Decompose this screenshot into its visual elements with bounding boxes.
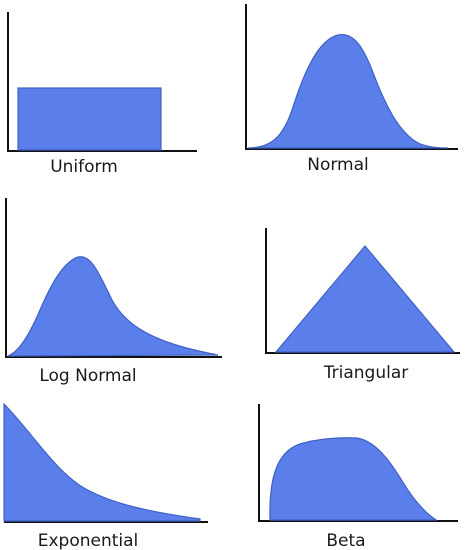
exponential-density-shape xyxy=(3,402,201,522)
panel-normal: Normal xyxy=(245,4,458,175)
lognormal-density-shape xyxy=(7,256,219,357)
uniform-density-shape xyxy=(17,87,162,151)
uniform-label: Uniform xyxy=(50,157,118,177)
panel-triangular: Triangular xyxy=(265,228,460,383)
beta-label: Beta xyxy=(326,531,365,550)
lognormal-label: Log Normal xyxy=(39,366,136,386)
panel-exponential: Exponential xyxy=(3,402,208,550)
panel-beta: Beta xyxy=(258,404,458,550)
beta-density-shape xyxy=(269,437,438,521)
triangular-density-shape xyxy=(274,245,456,353)
exponential-label: Exponential xyxy=(38,531,139,550)
triangular-label: Triangular xyxy=(323,363,409,383)
normal-label: Normal xyxy=(307,155,369,175)
panel-lognormal: Log Normal xyxy=(5,198,222,386)
normal-density-shape xyxy=(247,33,449,149)
panel-uniform: Uniform xyxy=(7,12,197,177)
